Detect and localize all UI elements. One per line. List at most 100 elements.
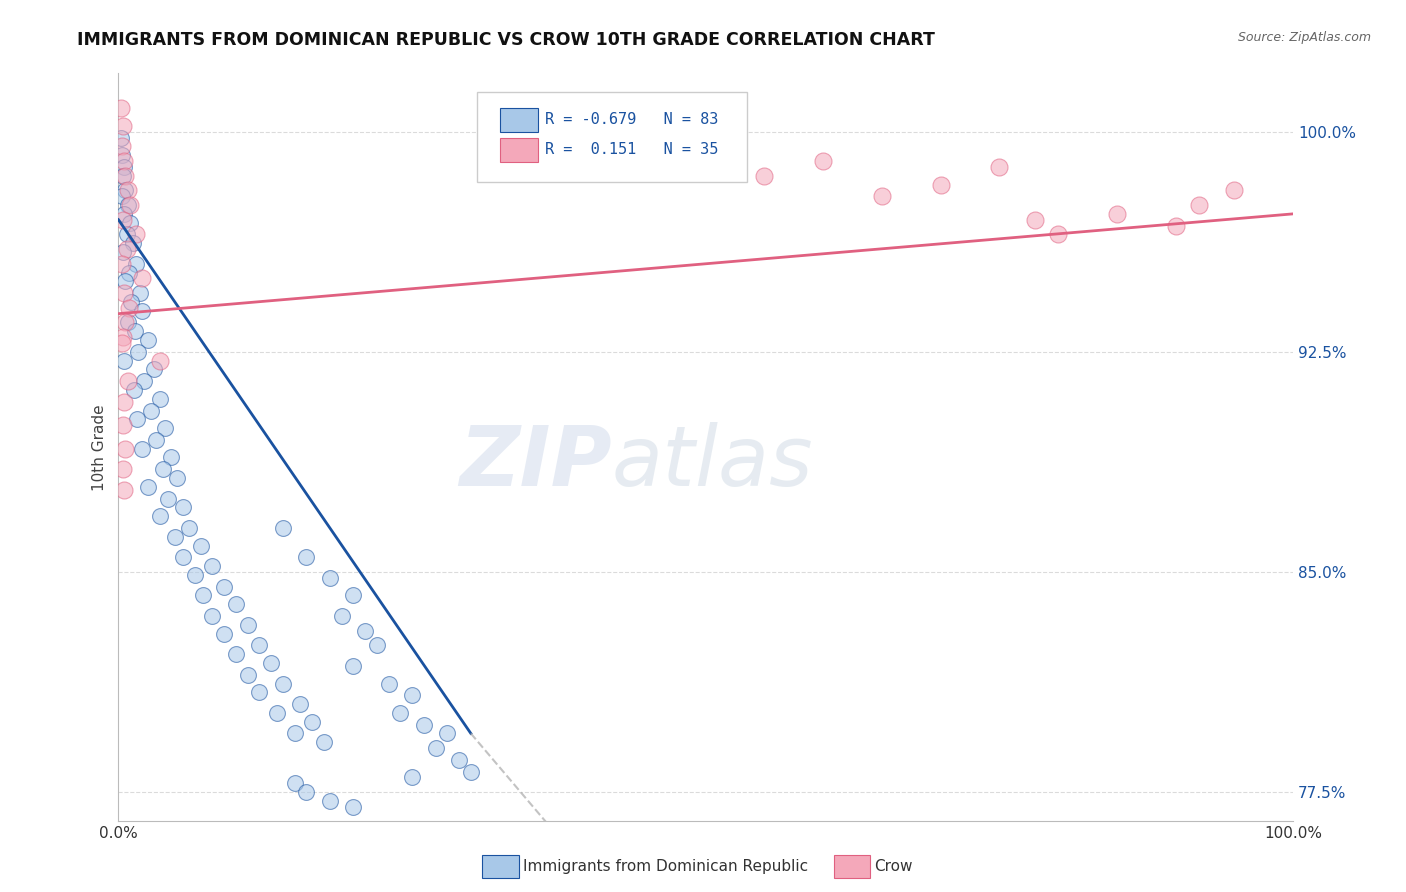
Point [1223, 183, 1246, 197]
Point [112, 212, 135, 227]
Point [354, 624, 377, 638]
Point [1024, 212, 1046, 227]
Point [236, 617, 259, 632]
Point [118, 301, 141, 315]
Point [247, 638, 270, 652]
Point [290, 697, 312, 711]
Point [128, 286, 150, 301]
Point [301, 714, 323, 729]
Point [160, 450, 183, 465]
Point [145, 433, 167, 447]
Point [201, 609, 224, 624]
Text: Immigrants from Dominican Republic: Immigrants from Dominican Republic [523, 859, 808, 873]
Point [330, 609, 353, 624]
Point [112, 286, 135, 301]
Point [112, 245, 135, 260]
Point [118, 266, 141, 280]
Point [134, 374, 156, 388]
Point [401, 688, 423, 702]
Point [212, 626, 235, 640]
Point [266, 706, 288, 720]
Point [184, 568, 207, 582]
Point [111, 336, 134, 351]
Point [114, 169, 136, 183]
Point [449, 753, 471, 767]
Point [389, 706, 412, 720]
Text: Source: ZipAtlas.com: Source: ZipAtlas.com [1237, 31, 1371, 45]
Point [121, 236, 143, 251]
Point [114, 442, 136, 456]
Point [271, 521, 294, 535]
Point [148, 509, 170, 524]
Point [122, 383, 145, 397]
Point [163, 530, 186, 544]
Point [295, 550, 318, 565]
Point [131, 303, 153, 318]
Point [115, 227, 138, 242]
Point [124, 324, 146, 338]
Point [342, 589, 364, 603]
Point [117, 374, 139, 388]
Point [142, 362, 165, 376]
Point [125, 227, 148, 242]
Point [1105, 207, 1128, 221]
Point [436, 726, 458, 740]
Point [225, 647, 247, 661]
Point [125, 257, 148, 271]
Point [172, 550, 194, 565]
Point [120, 198, 142, 212]
Point [988, 160, 1011, 174]
Point [236, 667, 259, 681]
Text: atlas: atlas [612, 422, 814, 503]
Point [212, 580, 235, 594]
Point [152, 462, 174, 476]
Point [141, 403, 163, 417]
Point [115, 242, 138, 256]
Text: R =  0.151   N = 35: R = 0.151 N = 35 [544, 142, 718, 157]
Y-axis label: 10th Grade: 10th Grade [93, 404, 107, 491]
Point [155, 421, 177, 435]
Point [120, 216, 142, 230]
Point [319, 571, 342, 585]
Point [312, 735, 335, 749]
Point [117, 198, 139, 212]
Point [120, 294, 142, 309]
Point [114, 316, 136, 330]
Point [754, 169, 776, 183]
Point [112, 353, 135, 368]
Point [111, 139, 134, 153]
Text: ZIP: ZIP [460, 422, 612, 503]
Point [377, 676, 399, 690]
Point [112, 207, 135, 221]
Point [111, 148, 134, 162]
Point [112, 418, 135, 433]
Point [166, 471, 188, 485]
FancyBboxPatch shape [501, 108, 537, 132]
Point [110, 101, 132, 115]
Point [112, 483, 135, 497]
Point [284, 726, 307, 740]
Point [1047, 227, 1070, 242]
Point [127, 412, 149, 426]
Point [1164, 219, 1187, 233]
Point [112, 160, 135, 174]
Point [114, 274, 136, 288]
Point [1188, 198, 1211, 212]
Point [117, 316, 139, 330]
Point [112, 169, 135, 183]
Point [110, 130, 132, 145]
FancyBboxPatch shape [477, 92, 747, 181]
Point [319, 794, 342, 808]
FancyBboxPatch shape [501, 138, 537, 162]
Point [425, 741, 447, 756]
Point [136, 480, 159, 494]
Point [460, 764, 482, 779]
Point [112, 462, 135, 476]
Point [114, 183, 136, 197]
Point [284, 776, 307, 790]
Point [148, 392, 170, 406]
Point [177, 521, 200, 535]
Point [127, 344, 149, 359]
Text: IMMIGRANTS FROM DOMINICAN REPUBLIC VS CROW 10TH GRADE CORRELATION CHART: IMMIGRANTS FROM DOMINICAN REPUBLIC VS CR… [77, 31, 935, 49]
Point [112, 394, 135, 409]
